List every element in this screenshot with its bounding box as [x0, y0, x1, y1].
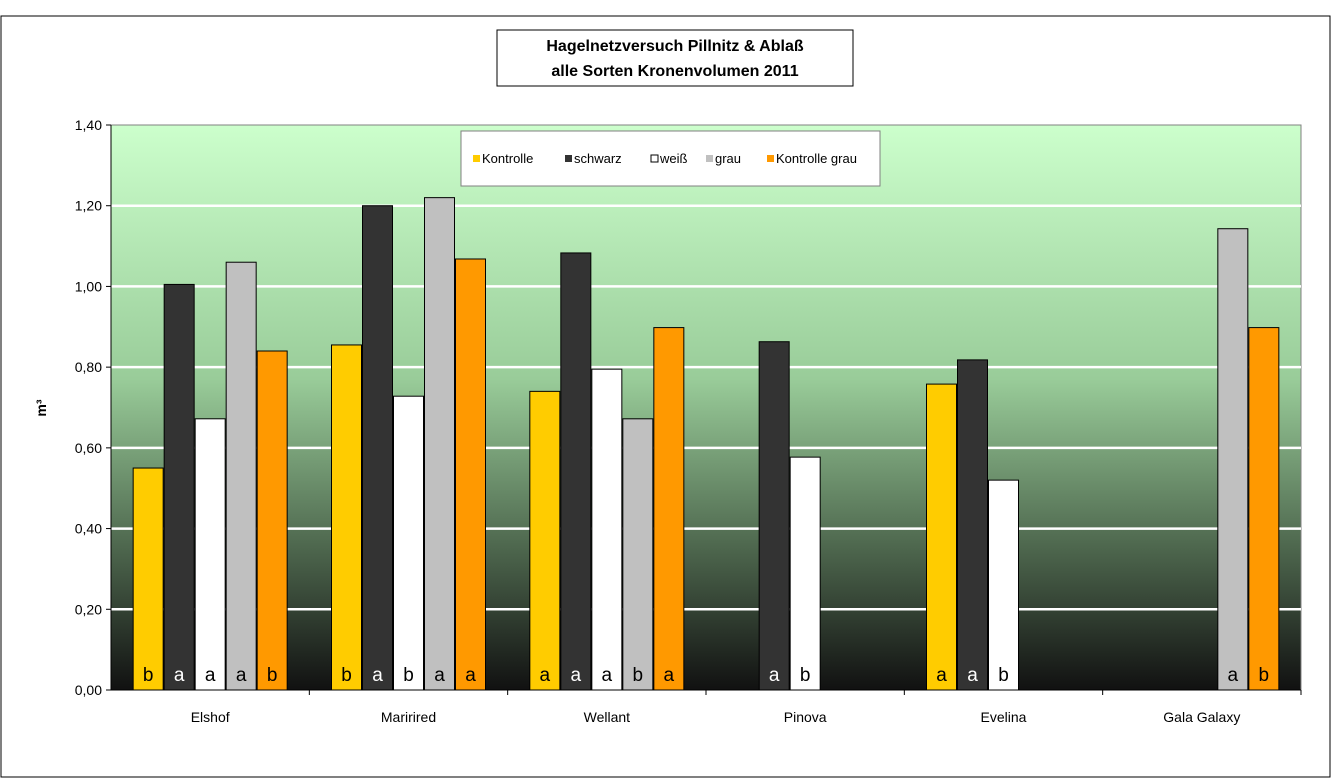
- y-tick-label: 0,20: [75, 601, 102, 617]
- bar: [560, 252, 592, 691]
- legend-label: Kontrolle grau: [776, 151, 857, 166]
- legend-swatch: [473, 155, 480, 162]
- bar: [225, 261, 257, 691]
- significance-letter: a: [936, 665, 947, 686]
- bar: [758, 341, 790, 691]
- bar: [362, 205, 393, 691]
- significance-letter: b: [143, 665, 154, 686]
- x-category-label: Pinova: [784, 709, 827, 725]
- significance-letter: a: [571, 665, 582, 686]
- significance-letter: a: [434, 665, 445, 686]
- legend-label: weiß: [659, 151, 688, 166]
- bar: [1217, 228, 1249, 691]
- y-tick-label: 0,40: [75, 521, 102, 537]
- significance-letter: a: [236, 665, 247, 686]
- significance-letter: b: [998, 665, 1009, 686]
- x-category-label: Evelina: [981, 709, 1027, 725]
- legend-label: grau: [715, 151, 741, 166]
- significance-letter: a: [769, 665, 780, 686]
- x-category-label: Elshof: [191, 709, 230, 725]
- bar: [591, 368, 623, 691]
- significance-letter: a: [372, 665, 383, 686]
- significance-letter: b: [800, 665, 811, 686]
- y-axis-label: m³: [33, 399, 49, 416]
- y-tick-label: 0,60: [75, 440, 102, 456]
- bar: [529, 390, 561, 691]
- legend-box: [460, 130, 881, 187]
- significance-letter: b: [267, 665, 278, 686]
- bar: [957, 359, 988, 691]
- bar: [256, 350, 288, 691]
- significance-letter: b: [403, 665, 414, 686]
- bar: [1248, 327, 1280, 691]
- y-tick-label: 1,20: [75, 198, 102, 214]
- y-tick-label: 1,00: [75, 278, 102, 294]
- significance-letter: a: [465, 665, 476, 686]
- bar: [393, 395, 424, 691]
- significance-letter: b: [633, 665, 644, 686]
- bar: [455, 258, 486, 691]
- legend-swatch: [767, 155, 774, 162]
- bar: [622, 418, 654, 691]
- y-tick-label: 0,00: [75, 682, 102, 698]
- significance-letter: a: [174, 665, 185, 686]
- bar: [424, 197, 455, 691]
- legend-label: schwarz: [574, 151, 622, 166]
- x-category-label: Wellant: [584, 709, 631, 725]
- x-category-label: Maririred: [381, 709, 436, 725]
- bar: [653, 327, 685, 691]
- bar: [331, 344, 362, 691]
- significance-letter: a: [205, 665, 216, 686]
- y-tick-label: 1,40: [75, 117, 102, 133]
- significance-letter: a: [540, 665, 551, 686]
- significance-letter: b: [1259, 665, 1270, 686]
- x-category-label: Gala Galaxy: [1163, 709, 1240, 725]
- significance-letter: b: [341, 665, 352, 686]
- bar: [132, 467, 164, 691]
- legend-swatch: [565, 155, 572, 162]
- bar: [988, 479, 1019, 691]
- bar: [163, 283, 195, 691]
- bar: [926, 383, 957, 691]
- significance-letter: a: [967, 665, 978, 686]
- legend-swatch: [650, 154, 659, 163]
- legend-swatch: [706, 155, 713, 162]
- significance-letter: a: [1228, 665, 1239, 686]
- chart-title-line-2: alle Sorten Kronenvolumen 2011: [551, 63, 798, 80]
- significance-letter: a: [664, 665, 675, 686]
- legend-label: Kontrolle: [482, 151, 533, 166]
- significance-letter: a: [602, 665, 613, 686]
- y-tick-label: 0,80: [75, 359, 102, 375]
- chart-title-line-1: Hagelnetzversuch Pillnitz & Ablaß: [546, 38, 803, 55]
- bar: [194, 418, 226, 691]
- title-box: [496, 29, 854, 87]
- plot-area: [110, 124, 1302, 691]
- bar: [789, 456, 821, 691]
